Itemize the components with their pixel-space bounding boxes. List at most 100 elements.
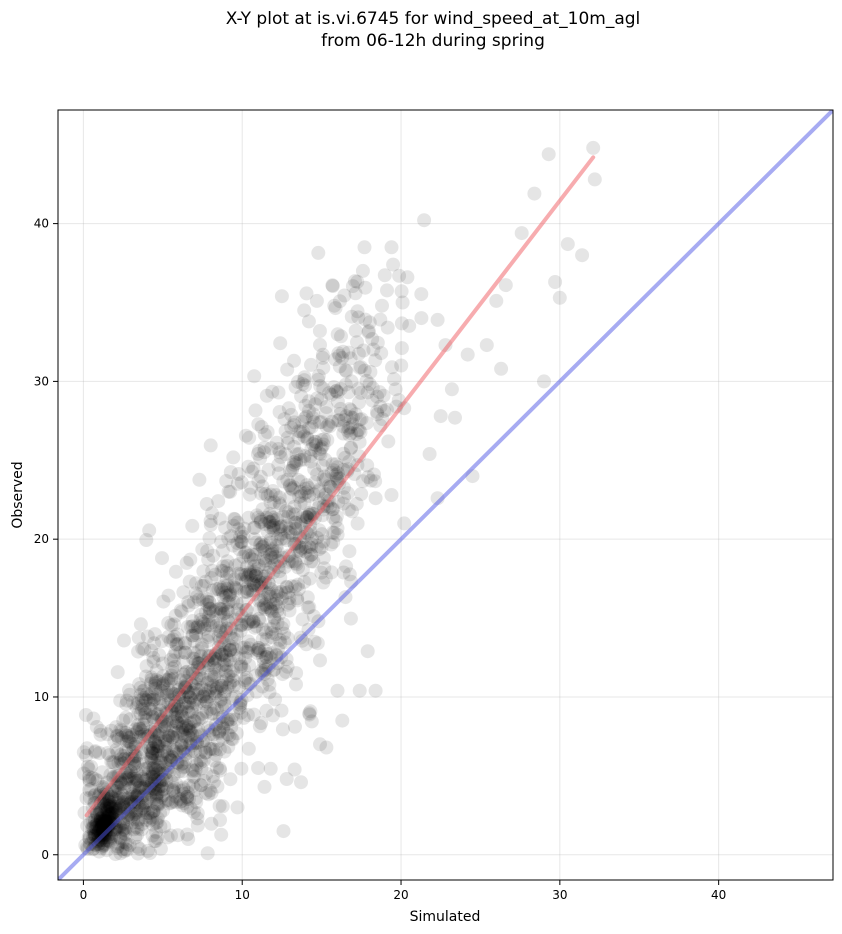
scatter-point: [123, 781, 138, 796]
scatter-point: [249, 566, 264, 581]
scatter-point: [160, 717, 175, 732]
scatter-point: [183, 690, 198, 705]
scatter-point: [122, 687, 137, 702]
scatter-point: [188, 763, 203, 778]
scatter-point: [214, 534, 229, 549]
scatter-point: [335, 713, 350, 728]
scatter-point: [130, 773, 145, 788]
scatter-point: [216, 559, 231, 574]
scatter-point: [112, 801, 127, 816]
scatter-point: [86, 821, 101, 836]
scatter-point: [92, 805, 107, 820]
scatter-point: [90, 823, 105, 838]
scatter-point: [355, 474, 370, 489]
scatter-point: [297, 411, 312, 426]
scatter-point: [145, 765, 160, 780]
scatter-point: [244, 612, 259, 627]
scatter-point: [307, 462, 322, 477]
scatter-point: [105, 806, 119, 821]
scatter-point: [142, 523, 157, 538]
scatter-point: [346, 410, 360, 425]
scatter-point: [143, 702, 157, 716]
scatter-point: [207, 660, 222, 675]
scatter-point: [147, 627, 162, 642]
scatter-point: [448, 410, 462, 425]
scatter-point: [121, 730, 136, 745]
scatter-point: [172, 764, 187, 779]
scatter-point: [273, 519, 288, 534]
scatter-point: [308, 443, 322, 458]
x-tick-label: 10: [235, 888, 250, 902]
scatter-point: [237, 675, 252, 690]
scatter-point: [145, 745, 160, 760]
scatter-point: [176, 760, 191, 775]
scatter-point: [331, 346, 346, 361]
scatter-point: [314, 540, 329, 555]
scatter-point: [146, 804, 160, 819]
scatter-point: [117, 780, 132, 795]
scatter-point: [287, 353, 301, 368]
scatter-point: [255, 540, 270, 554]
scatter-point: [94, 803, 109, 818]
scatter-point: [232, 557, 247, 572]
scatter-point: [213, 813, 227, 827]
scatter-point: [208, 747, 223, 762]
scatter-point: [310, 530, 324, 545]
scatter-point: [240, 570, 255, 585]
scatter-point: [117, 725, 132, 740]
scatter-point: [212, 601, 227, 616]
scatter-point: [110, 839, 125, 854]
scatter-point: [97, 830, 112, 845]
scatter-point: [330, 460, 345, 475]
scatter-point: [264, 630, 279, 645]
scatter-point: [76, 766, 91, 781]
scatter-point: [296, 424, 311, 439]
scatter-point: [119, 710, 133, 725]
scatter-point: [312, 324, 327, 338]
scatter-point: [586, 140, 601, 155]
scatter-point: [76, 745, 91, 760]
scatter-point: [149, 815, 164, 830]
scatter-point: [146, 710, 161, 725]
scatter-point: [95, 815, 110, 830]
scatter-point: [302, 421, 317, 436]
scatter-point: [99, 803, 114, 818]
scatter-point: [115, 823, 130, 838]
scatter-point: [113, 748, 128, 762]
scatter-point: [113, 846, 128, 861]
scatter-point: [280, 597, 295, 612]
scatter-point: [101, 791, 116, 806]
scatter-point: [232, 680, 246, 695]
scatter-point: [114, 806, 129, 821]
scatter-point: [342, 428, 357, 443]
scatter-point: [189, 697, 204, 712]
scatter-point: [128, 830, 143, 845]
scatter-point: [224, 639, 239, 654]
scatter-point: [130, 756, 145, 771]
scatter-point: [134, 702, 149, 717]
scatter-point: [215, 658, 230, 673]
scatter-point: [98, 814, 113, 829]
scatter-point: [212, 620, 227, 635]
scatter-point: [204, 674, 219, 689]
scatter-point: [180, 699, 195, 714]
scatter-point: [289, 666, 304, 681]
scatter-point: [124, 737, 139, 751]
scatter-point: [343, 611, 358, 626]
scatter-point: [103, 800, 118, 815]
scatter-point: [180, 799, 195, 814]
scatter-point: [166, 743, 180, 758]
scatter-point: [113, 693, 128, 708]
scatter-point: [273, 336, 288, 351]
scatter-point: [132, 842, 147, 857]
scatter-point: [238, 651, 253, 666]
scatter-point: [317, 561, 332, 576]
scatter-point: [93, 727, 108, 742]
scatter-point: [146, 804, 161, 819]
scatter-point: [181, 719, 196, 734]
scatter-point: [248, 547, 263, 562]
scatter-point: [302, 571, 317, 586]
scatter-point: [105, 802, 120, 816]
scatter-point: [357, 240, 372, 255]
scatter-point: [152, 727, 167, 742]
